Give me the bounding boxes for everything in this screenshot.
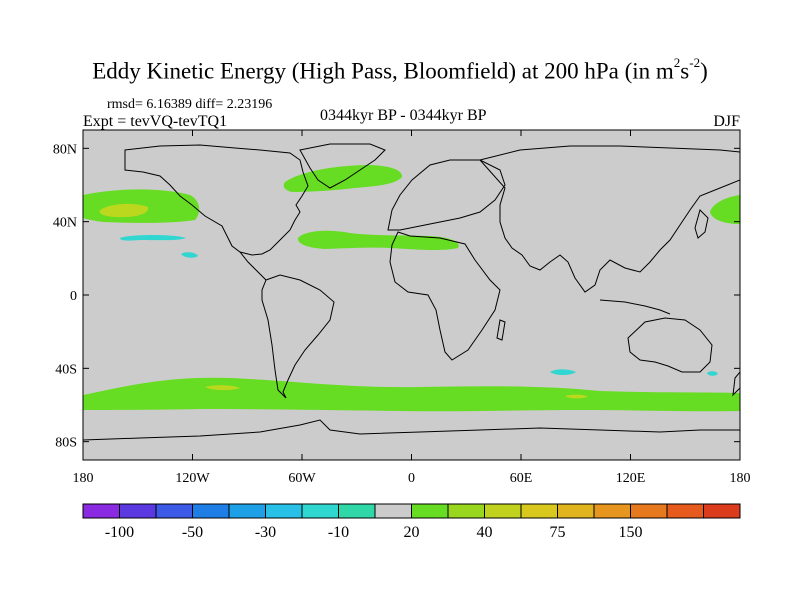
negative-patch-1 xyxy=(120,235,186,241)
colorbar-swatch-12 xyxy=(520,503,558,519)
coastline-new-zealand xyxy=(732,371,740,397)
contour-fields xyxy=(83,165,740,412)
colorbar-swatch-1 xyxy=(119,503,157,519)
colorbar-label: -50 xyxy=(182,524,203,541)
coastline-central-america xyxy=(239,251,267,281)
colorbar-swatch-16 xyxy=(666,503,704,519)
negative-patch-4 xyxy=(707,371,718,376)
southern-ocean-band xyxy=(83,377,740,412)
colorbar-label: -100 xyxy=(105,524,134,541)
coastline-japan xyxy=(694,209,709,239)
southern-ocean-high-2 xyxy=(565,394,588,399)
coastline-antarctica xyxy=(83,419,740,441)
colorbar-swatch-10 xyxy=(447,503,485,519)
colorbar-swatch-8 xyxy=(374,503,412,519)
colorbar-swatch-3 xyxy=(192,503,230,519)
coastline-indonesia xyxy=(599,299,671,315)
coastline-asia xyxy=(479,145,740,293)
lon-tick-label: 120W xyxy=(175,471,210,486)
colorbar-label: -10 xyxy=(328,524,349,541)
plot-title: Eddy Kinetic Energy (High Pass, Bloomfie… xyxy=(92,55,708,84)
lat-tick-label: 80S xyxy=(55,436,77,451)
coastline-south-america xyxy=(261,274,335,399)
colorbar-swatch-11 xyxy=(484,503,522,519)
coastline-australia xyxy=(627,317,713,373)
negative-patch-3 xyxy=(550,369,576,375)
colorbar-swatch-0 xyxy=(82,503,120,519)
colorbar-label: 20 xyxy=(404,524,420,541)
latitude-ticks: 80N 40N 0 40S 80S xyxy=(53,142,740,451)
coastlines xyxy=(83,143,740,441)
southern-ocean-high-1 xyxy=(205,385,240,391)
lat-tick-label: 80N xyxy=(53,142,77,157)
colorbar-swatch-2 xyxy=(155,503,193,519)
lon-tick-label: 60W xyxy=(288,471,316,486)
colorbar-swatch-7 xyxy=(338,503,376,519)
coastline-north-america xyxy=(124,144,309,256)
lat-tick-label: 40N xyxy=(53,216,77,231)
period-label: 0344kyr BP - 0344kyr BP xyxy=(320,107,487,124)
negative-patch-2 xyxy=(181,252,198,258)
colorbar-swatch-13 xyxy=(557,503,595,519)
coastline-madagascar xyxy=(496,319,506,341)
north-atlantic-band xyxy=(283,165,403,192)
lon-tick-label: 180 xyxy=(73,471,94,486)
lon-tick-label: 180 xyxy=(730,471,751,486)
longitude-ticks: 180 120W 60W 0 60E 120E 180 xyxy=(73,130,751,486)
season-label: DJF xyxy=(713,113,740,130)
colorbar-swatch-4 xyxy=(228,503,266,519)
experiment-label: Expt = tevVQ-tevTQ1 xyxy=(83,113,228,130)
coastline-greenland xyxy=(299,143,386,189)
colorbar-label: 40 xyxy=(477,524,493,541)
colorbar-swatch-9 xyxy=(411,503,449,519)
colorbar-label: -30 xyxy=(255,524,276,541)
north-pacific-wrap-band xyxy=(710,195,740,224)
north-pacific-high xyxy=(99,203,149,218)
colorbar-swatch-17 xyxy=(703,503,741,519)
lon-tick-label: 120E xyxy=(616,471,646,486)
colorbar: -100 -50 -30 -10 20 40 75 150 xyxy=(82,503,741,541)
lat-tick-label: 40S xyxy=(55,362,77,377)
colorbar-label: 150 xyxy=(619,524,643,541)
subtropical-atlantic-band xyxy=(297,230,459,251)
coastline-africa xyxy=(389,231,501,361)
rmsd-stats: rmsd= 6.16389 diff= 2.23196 xyxy=(107,97,273,112)
lon-tick-label: 0 xyxy=(408,471,415,486)
colorbar-swatch-6 xyxy=(301,503,339,519)
colorbar-swatch-14 xyxy=(593,503,631,519)
colorbar-swatch-15 xyxy=(630,503,668,519)
lon-tick-label: 60E xyxy=(510,471,533,486)
colorbar-label: 75 xyxy=(550,524,566,541)
coastline-europe xyxy=(387,159,506,231)
lat-tick-label: 0 xyxy=(70,289,77,304)
colorbar-swatch-5 xyxy=(265,503,303,519)
